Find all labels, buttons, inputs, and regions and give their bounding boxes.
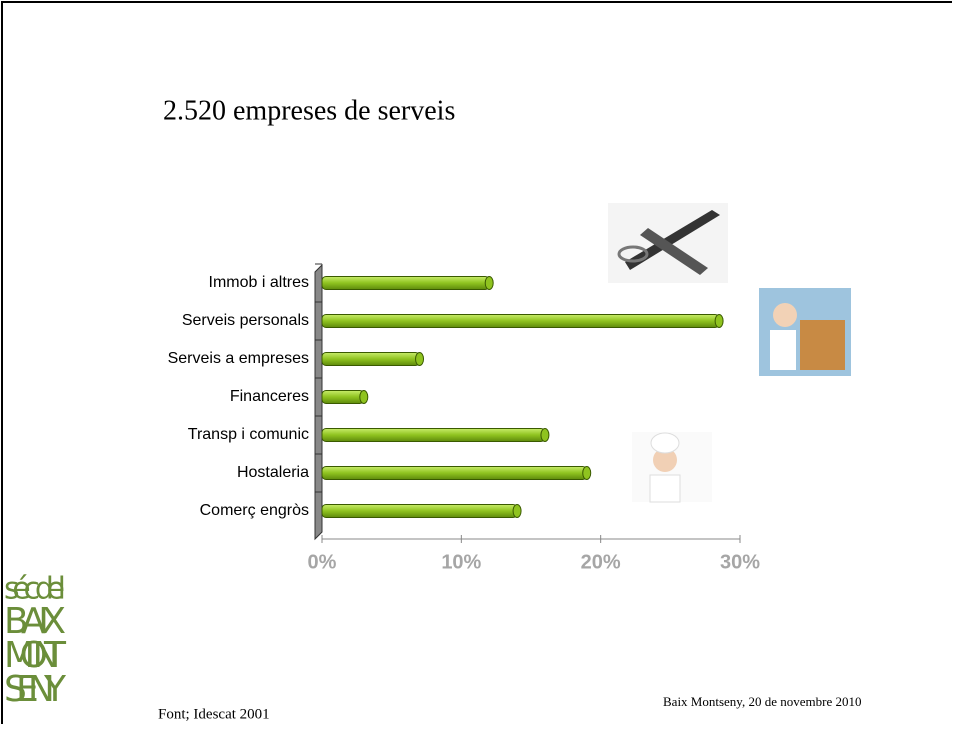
bar-cap	[583, 467, 591, 480]
bar-cap	[416, 353, 424, 366]
bar	[322, 315, 719, 328]
footer-date: Baix Montseny, 20 de novembre 2010	[663, 694, 861, 709]
y-tick-label: Immob i altres	[209, 274, 309, 291]
bar	[322, 277, 489, 290]
logo: séc del BAIX MONT SENY	[4, 572, 67, 711]
x-tick-label: 20%	[581, 551, 621, 573]
x-tick-label: 10%	[441, 551, 481, 573]
axis-wall	[315, 265, 322, 539]
y-tick-label: Serveis a empreses	[168, 350, 309, 367]
bar	[322, 467, 587, 480]
scissors-picture	[608, 203, 728, 283]
y-tick-label: Financeres	[230, 388, 309, 405]
bar	[322, 391, 364, 404]
x-tick-label: 30%	[720, 551, 760, 573]
bar-cap	[360, 391, 368, 404]
chef-picture	[632, 432, 712, 502]
groomer-picture	[759, 288, 851, 376]
bar-cap	[513, 505, 521, 518]
y-tick-label: Comerç engròs	[200, 502, 309, 519]
slide: 2.520 empreses de serveis séc del BAIX M…	[0, 0, 954, 724]
source-note: Font; Idescat 2001	[158, 706, 270, 722]
bar-cap	[715, 315, 723, 328]
bar-cap	[485, 277, 493, 290]
chart-title: 2.520 empreses de serveis	[163, 95, 455, 126]
bar	[322, 505, 517, 518]
bar	[322, 429, 545, 442]
bar-cap	[541, 429, 549, 442]
y-tick-label: Serveis personals	[182, 312, 309, 329]
page: {"chart_data": {"type": "bar", "orientat…	[0, 0, 954, 729]
logo-line: SENY	[4, 669, 67, 710]
y-tick-label: Hostaleria	[237, 464, 309, 481]
bar	[322, 353, 420, 366]
y-tick-label: Transp i comunic	[188, 426, 309, 443]
x-tick-label: 0%	[308, 551, 337, 573]
